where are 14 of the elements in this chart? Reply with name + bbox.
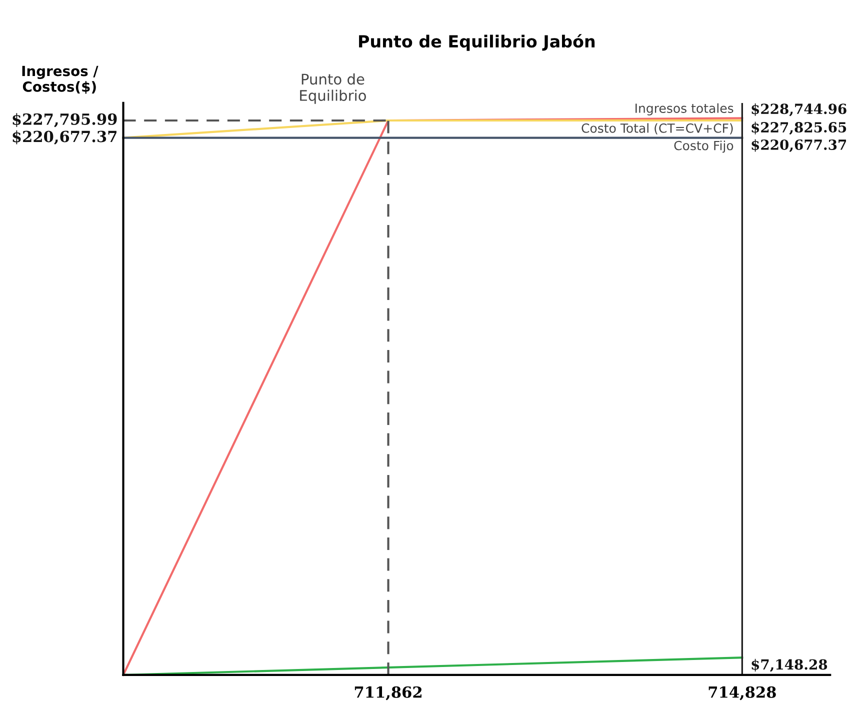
- x-tick-label: 711,862: [354, 686, 422, 700]
- series-label: Ingresos totales: [636, 103, 734, 116]
- data-label: $7,148.28: [752, 658, 828, 672]
- series-label: Costo Fijo: [674, 140, 734, 153]
- data-label: $227,825.65: [752, 122, 846, 135]
- y-axis-title: Ingresos / Costos($): [22, 66, 98, 94]
- series-label: Costo Total (CT=CV+CF): [582, 123, 733, 134]
- chart-title: Punto de Equilibrio Jabón: [359, 34, 595, 51]
- data-label: $220,677.37: [12, 130, 116, 145]
- data-label: $228,744.96: [752, 103, 846, 116]
- annotation: Punto de Equilibrio: [300, 73, 366, 104]
- data-label: $220,677.37: [752, 139, 846, 152]
- data-label: $227,795.99: [12, 113, 117, 128]
- x-tick-label: 714,828: [708, 686, 776, 700]
